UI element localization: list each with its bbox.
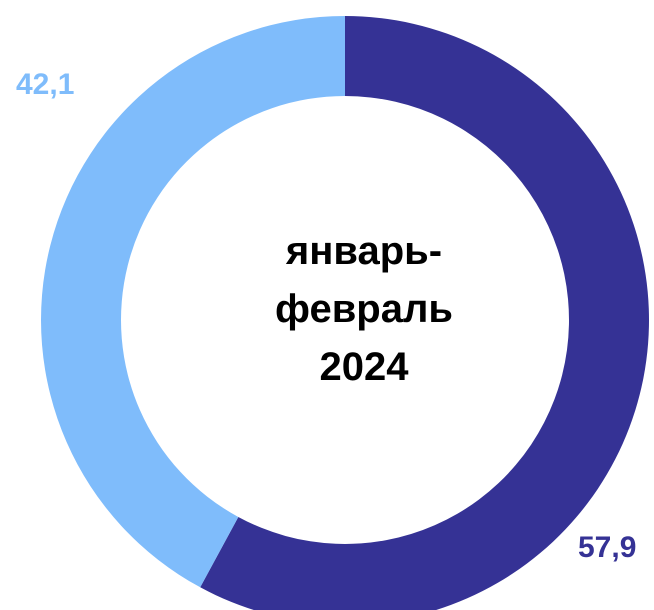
center-title: январь- февраль 2024 [214,222,514,396]
center-title-line-3: 2024 [319,345,409,389]
center-title-line-1: январь- [285,229,443,273]
data-label-slice-2: 42,1 [16,68,75,101]
data-label-slice-1: 57,9 [578,531,637,564]
donut-slice-1 [200,16,649,610]
donut-slice-2 [41,16,345,588]
center-title-line-2: февраль [275,287,453,331]
